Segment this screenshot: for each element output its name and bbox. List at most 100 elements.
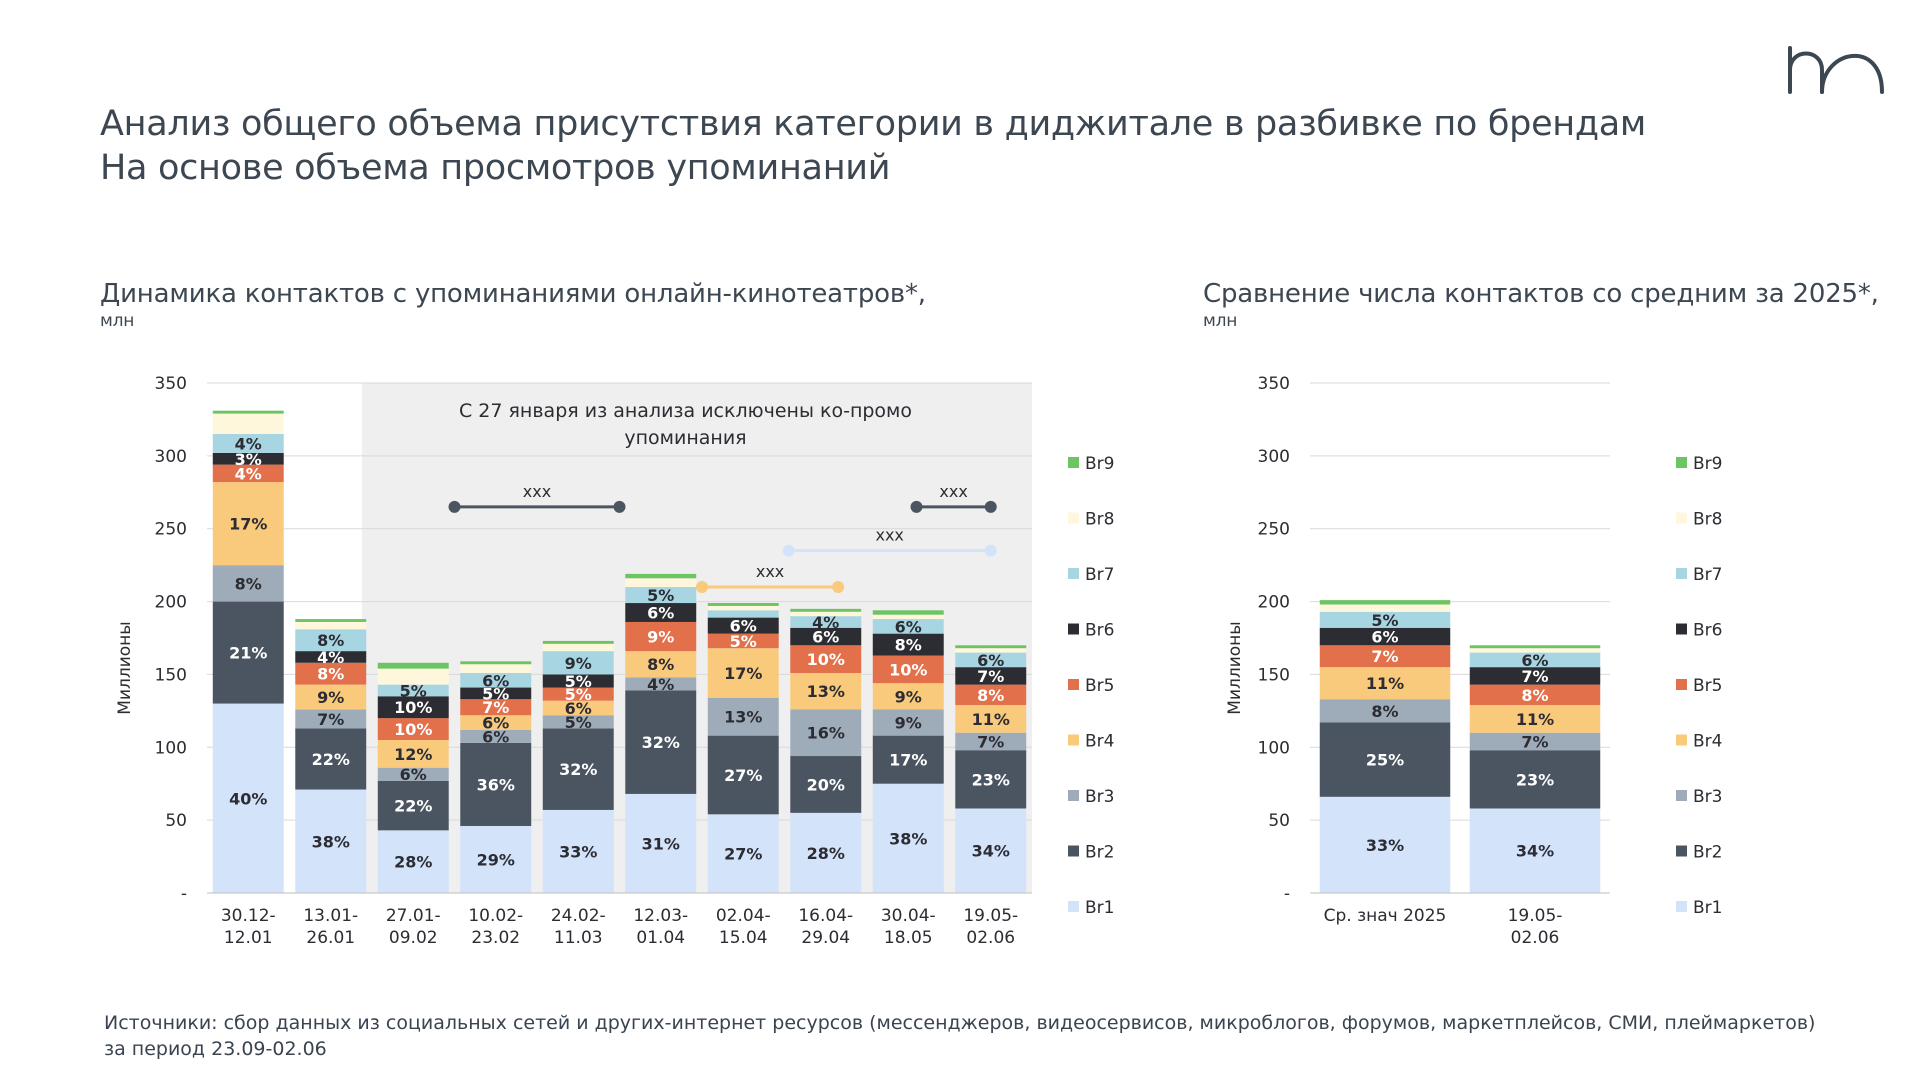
legend-swatch-br3: [1676, 790, 1687, 801]
data-label: 5%: [565, 713, 592, 732]
bar-segment-br5: [212, 464, 284, 483]
data-label: 38%: [889, 829, 927, 848]
period-range-end: [984, 500, 997, 513]
bar-segment-br4: [1469, 705, 1601, 733]
bar-segment-br1: [212, 703, 284, 893]
page-title-line1: Анализ общего объема присутствия категор…: [100, 104, 1647, 144]
data-label: 7%: [1371, 647, 1398, 666]
data-label: 8%: [235, 574, 262, 593]
data-label: 38%: [312, 832, 350, 851]
bar-segment-br7: [955, 652, 1027, 668]
bar-segment-br1: [295, 789, 367, 893]
bar-segment-br3: [707, 697, 779, 736]
bar-segment-br8: [1469, 648, 1601, 653]
bar-segment-br6: [707, 617, 779, 634]
data-label: 8%: [1521, 686, 1548, 705]
y-tick-label: 250: [1258, 520, 1290, 540]
bar-segment-br8: [542, 643, 614, 652]
bar-segment-br5: [707, 633, 779, 649]
left-chart-heading: Динамика контактов с упоминаниями онлайн…: [100, 278, 926, 332]
bar-segment-br1: [460, 825, 532, 893]
right-chart-title: Сравнение числа контактов со средним за …: [1203, 279, 1879, 309]
data-label: 5%: [647, 586, 674, 605]
data-label: 9%: [895, 714, 922, 733]
data-label: 17%: [889, 751, 927, 770]
data-label: 3%: [235, 450, 262, 469]
y-tick-label: 50: [165, 811, 187, 831]
period-range-start: [696, 581, 708, 593]
y-tick-label: 200: [1258, 593, 1290, 613]
legend-label-br8: Br8: [1085, 510, 1114, 530]
average-comparison-chart: - 50 100 150 200 250 300 350 Миллионы 33% 25% 8% 11%…: [1225, 374, 1722, 948]
bar-segment-br8: [1319, 604, 1451, 612]
data-label: 34%: [972, 842, 1010, 861]
bar-segment-br4: [872, 683, 944, 710]
exclusion-note: С 27 января из анализа исключены ко-пром…: [459, 400, 912, 449]
x-tick-label: Ср. знач 2025: [1324, 906, 1447, 926]
y-tick-label: 350: [155, 374, 187, 394]
legend-swatch-br5: [1068, 679, 1079, 690]
legend-label-br5: Br5: [1085, 676, 1114, 696]
bar-segment-br9: [707, 603, 779, 606]
data-label: 6%: [812, 628, 839, 647]
bar-segment-br7: [625, 587, 697, 604]
legend-label-br3: Br3: [1693, 787, 1722, 807]
legend-label-br9: Br9: [1693, 454, 1722, 474]
period-range-start: [448, 500, 461, 513]
data-label: 6%: [1371, 628, 1398, 647]
y-tick-label: -: [181, 884, 187, 904]
left-chart-unit: млн: [100, 311, 135, 331]
data-label: 4%: [812, 613, 839, 632]
legend-swatch-br7: [1676, 568, 1687, 579]
legend-swatch-br2: [1068, 845, 1079, 857]
data-label: 9%: [317, 688, 344, 707]
data-label: 9%: [565, 654, 592, 673]
period-range-start: [782, 544, 795, 557]
bar-segment-br2: [1319, 722, 1451, 797]
bar-segment-br9: [1469, 645, 1601, 649]
data-label: 4%: [647, 675, 674, 694]
bar-segment-br5: [460, 699, 532, 716]
bar-segment-br2: [295, 728, 367, 790]
data-label: 23%: [972, 770, 1010, 789]
period-range-label: xxx: [756, 562, 784, 581]
bar-segment-br4: [707, 648, 779, 698]
bar-segment-br4: [460, 715, 532, 730]
data-label: 7%: [482, 698, 509, 717]
data-label: 6%: [482, 671, 509, 690]
x-tick-label: 16.04-29.04: [798, 906, 853, 948]
x-tick-label: 10.02-23.02: [468, 906, 523, 948]
data-label: 7%: [1521, 732, 1548, 751]
x-tick-label: 12.03-01.04: [633, 906, 688, 948]
data-label: 20%: [807, 775, 845, 794]
bar-segment-br7: [872, 619, 944, 634]
y-axis-label: Миллионы: [1225, 621, 1245, 714]
data-label: 8%: [1371, 702, 1398, 721]
data-label: 6%: [482, 727, 509, 746]
bar-segment-br2: [790, 756, 862, 813]
bar-segment-br1: [625, 793, 697, 893]
bar-segment-br9: [212, 410, 284, 414]
period-range-start: [910, 500, 923, 513]
bar-segment-br6: [955, 667, 1027, 685]
bar-segment-br9: [790, 608, 862, 612]
bar-segment-br3: [790, 709, 862, 757]
bar-segment-br2: [707, 735, 779, 815]
legend-label-br6: Br6: [1085, 621, 1114, 641]
y-tick-label: 150: [1258, 665, 1290, 685]
data-label: 6%: [895, 617, 922, 636]
bar-segment-br8: [295, 621, 367, 630]
data-label: 22%: [312, 750, 350, 769]
data-label: 36%: [477, 775, 515, 794]
data-label: 22%: [394, 797, 432, 816]
bar-segment-br4: [377, 740, 449, 768]
data-label: 16%: [807, 724, 845, 743]
legend-label-br7: Br7: [1085, 565, 1114, 585]
bar-segment-br2: [1469, 750, 1601, 809]
bar-segment-br8: [707, 605, 779, 611]
data-label: 5%: [400, 681, 427, 700]
x-tick-label: 13.01-26.01: [303, 906, 358, 948]
bar-segment-br5: [625, 621, 697, 652]
data-label: 10%: [394, 698, 432, 717]
bar-segment-br6: [872, 633, 944, 656]
